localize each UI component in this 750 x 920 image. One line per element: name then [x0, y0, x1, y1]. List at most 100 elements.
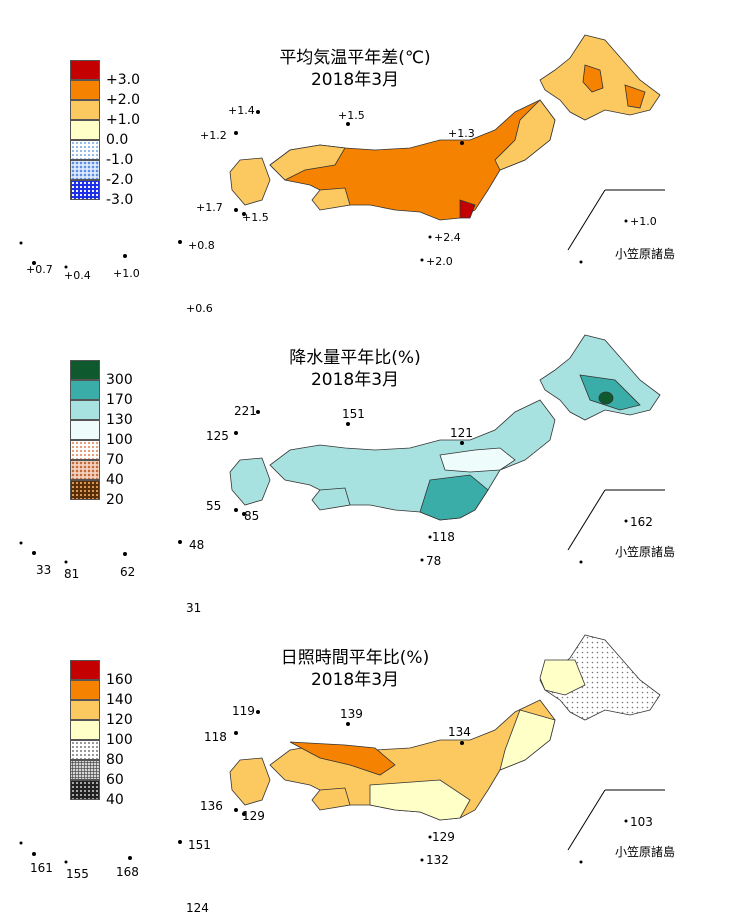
legend-swatch — [70, 360, 100, 380]
value-tsushima: +1.2 — [200, 129, 227, 142]
legend-label: -3.0 — [106, 192, 134, 208]
value-chichijima: +1.0 — [630, 215, 657, 228]
japan-landmass-temperature — [229, 34, 661, 221]
value-aogashima: 132 — [426, 853, 449, 867]
value-minamidaito: 124 — [186, 901, 209, 915]
value-sado: 121 — [450, 426, 473, 440]
sunshine-period: 2018年3月 — [310, 670, 400, 690]
legend-label: 70 — [106, 452, 124, 468]
value-chichijima: 162 — [630, 515, 653, 529]
value-minamidaito: 31 — [186, 601, 202, 615]
island-dots-sunshine — [19, 710, 628, 864]
value-minamidaito: +0.6 — [186, 302, 213, 315]
value-hachijo: 118 — [432, 530, 455, 544]
legend-label: 160 — [106, 672, 133, 688]
legend-swatch — [70, 660, 100, 680]
value-aogashima: 78 — [426, 554, 442, 568]
sunshine-map — [19, 634, 665, 864]
legend-swatch — [70, 160, 100, 180]
legend-swatch — [70, 180, 100, 200]
value-naha: 168 — [116, 865, 139, 879]
legend-label: +1.0 — [106, 112, 140, 128]
precipitation-title: 降水量平年比(%) — [289, 348, 421, 368]
inset-label: 小笠原諸島 — [615, 845, 676, 859]
legend-swatch — [70, 400, 100, 420]
legend-swatch — [70, 780, 100, 800]
legend-label: 60 — [106, 772, 124, 788]
inset-label: 小笠原諸島 — [615, 247, 676, 261]
legend-label: 20 — [106, 492, 124, 508]
legend-swatch — [70, 680, 100, 700]
value-chichijima: 103 — [630, 815, 653, 829]
precipitation-period: 2018年3月 — [310, 370, 400, 390]
island-dots-precipitation — [19, 410, 628, 564]
value-yakushima: 85 — [244, 509, 260, 523]
value-oki: 151 — [342, 407, 365, 421]
legend-swatch — [70, 700, 100, 720]
sunshine-map-panel: 日照時間平年比(%) 2018年3月 160 140 120 100 80 60… — [0, 600, 750, 914]
value-rebun: +1.4 — [228, 104, 255, 117]
value-tanegashima: +1.7 — [196, 201, 223, 214]
value-hachijo: +2.4 — [434, 231, 461, 244]
legend-swatch — [70, 480, 100, 500]
value-rebun: 221 — [234, 404, 257, 418]
value-tsushima: 118 — [204, 730, 227, 744]
legend-swatch — [70, 460, 100, 480]
legend-label: 100 — [106, 432, 133, 448]
value-amami: 48 — [189, 538, 205, 552]
value-naha: +1.0 — [113, 267, 140, 280]
value-amami: 151 — [188, 838, 211, 852]
value-amami: +0.8 — [188, 239, 215, 252]
value-yonaguni: 161 — [30, 861, 53, 875]
legend-label: 40 — [106, 792, 124, 808]
value-tanegashima: 136 — [200, 799, 223, 813]
island-dots-temperature — [19, 110, 628, 269]
value-ishigaki: 155 — [66, 867, 89, 881]
legend-swatch — [70, 760, 100, 780]
value-sado: 134 — [448, 725, 471, 739]
sunshine-title: 日照時間平年比(%) — [280, 648, 430, 668]
legend-label: 80 — [106, 752, 124, 768]
value-rebun: 119 — [232, 704, 255, 718]
inset-box-precipitation — [567, 489, 665, 551]
value-ishigaki: 81 — [64, 567, 80, 581]
value-aogashima: +2.0 — [426, 255, 453, 268]
value-sado: +1.3 — [448, 127, 475, 140]
legend-swatch — [70, 80, 100, 100]
legend-label: -1.0 — [106, 152, 134, 168]
legend-label: -2.0 — [106, 172, 134, 188]
japan-landmass-sunshine — [229, 634, 661, 821]
temperature-map — [19, 34, 665, 269]
temperature-period: 2018年3月 — [310, 70, 400, 90]
legend-swatch — [70, 380, 100, 400]
value-yonaguni: +0.7 — [26, 263, 53, 276]
value-hachijo: 129 — [432, 830, 455, 844]
value-oki: 139 — [340, 707, 363, 721]
legend-label: +2.0 — [106, 92, 140, 108]
inset-label: 小笠原諸島 — [615, 545, 676, 559]
legend-swatch — [70, 100, 100, 120]
legend-swatch — [70, 140, 100, 160]
temperature-title: 平均気温平年差(℃) — [279, 48, 431, 68]
value-yakushima: 129 — [242, 809, 265, 823]
legend-label: 300 — [106, 372, 133, 388]
precipitation-map-panel: 降水量平年比(%) 2018年3月 300 170 130 100 70 40 … — [0, 300, 750, 614]
legend-label: 0.0 — [106, 132, 129, 148]
value-tanegashima: 55 — [206, 499, 222, 513]
legend-swatch — [70, 440, 100, 460]
legend-swatch — [70, 720, 100, 740]
legend-swatch — [70, 420, 100, 440]
legend-swatch — [70, 60, 100, 80]
legend-swatch — [70, 740, 100, 760]
legend-label: 130 — [106, 412, 133, 428]
inset-box-sunshine — [567, 789, 665, 851]
legend-label: 40 — [106, 472, 124, 488]
japan-landmass-precipitation — [229, 334, 661, 521]
legend-label: 100 — [106, 732, 133, 748]
temperature-map-panel: 平均気温平年差(℃) 2018年3月 +3.0 +2.0 +1.0 0.0 -1… — [0, 0, 750, 314]
value-yakushima: +1.5 — [242, 211, 269, 224]
legend-label: +3.0 — [106, 72, 140, 88]
value-ishigaki: +0.4 — [64, 269, 91, 282]
value-naha: 62 — [120, 565, 136, 579]
legend-label: 170 — [106, 392, 133, 408]
